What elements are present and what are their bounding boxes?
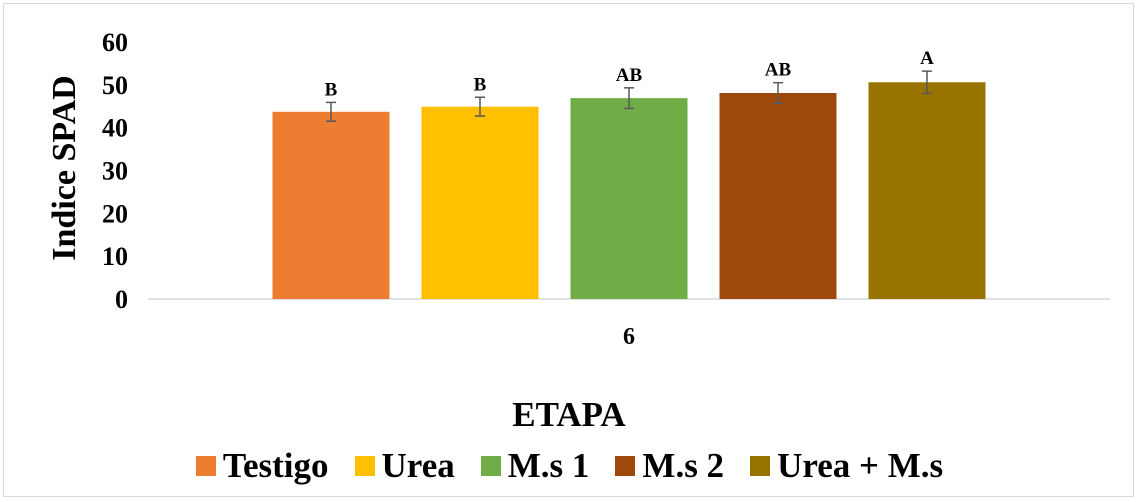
legend-item: M.s 1: [480, 446, 590, 486]
legend-label: Urea + M.s: [777, 446, 944, 485]
y-tick-label: 40: [102, 114, 128, 143]
bar: [719, 92, 837, 299]
y-tick-label: 20: [102, 199, 128, 228]
legend-swatch: [615, 456, 636, 476]
y-axis-label: Indice SPAD: [46, 75, 83, 260]
legend-label: Urea: [381, 446, 455, 485]
y-tick-label: 50: [102, 71, 128, 100]
y-tick-label: 60: [102, 28, 128, 57]
bar: [272, 111, 390, 300]
legend-item: Urea + M.s: [750, 446, 943, 486]
data-label: B: [325, 79, 338, 100]
legend-swatch: [195, 456, 216, 476]
x-tick-label: 6: [623, 324, 635, 350]
legend-label: Testigo: [222, 446, 329, 485]
bar: [421, 106, 539, 299]
legend-label: M.s 2: [642, 446, 725, 485]
bars: B B AB AB A: [272, 48, 986, 300]
data-label: B: [474, 74, 487, 95]
data-label: AB: [765, 60, 792, 81]
legend-swatch: [480, 456, 501, 476]
y-axis-ticks: 0 10 20 30 40 50 60: [102, 28, 128, 314]
y-tick-label: 30: [102, 157, 128, 186]
legend-swatch: [354, 456, 375, 476]
legend-item: M.s 2: [615, 446, 724, 486]
y-tick-label: 10: [102, 242, 128, 271]
legend-item: Testigo: [195, 446, 329, 486]
data-label: AB: [616, 65, 643, 86]
legend-label: M.s 1: [507, 446, 590, 485]
data-label: A: [920, 48, 934, 69]
x-axis-ticks: 6: [623, 324, 635, 350]
x-axis-label: ETAPA: [512, 395, 626, 434]
legend-item: Urea: [354, 446, 455, 486]
legend: Testigo Urea M.s 1 M.s 2 Urea + M.s: [0, 446, 1139, 486]
bar: [868, 82, 986, 299]
legend-swatch: [750, 456, 771, 476]
bar: [570, 98, 688, 299]
y-tick-label: 0: [115, 285, 128, 314]
